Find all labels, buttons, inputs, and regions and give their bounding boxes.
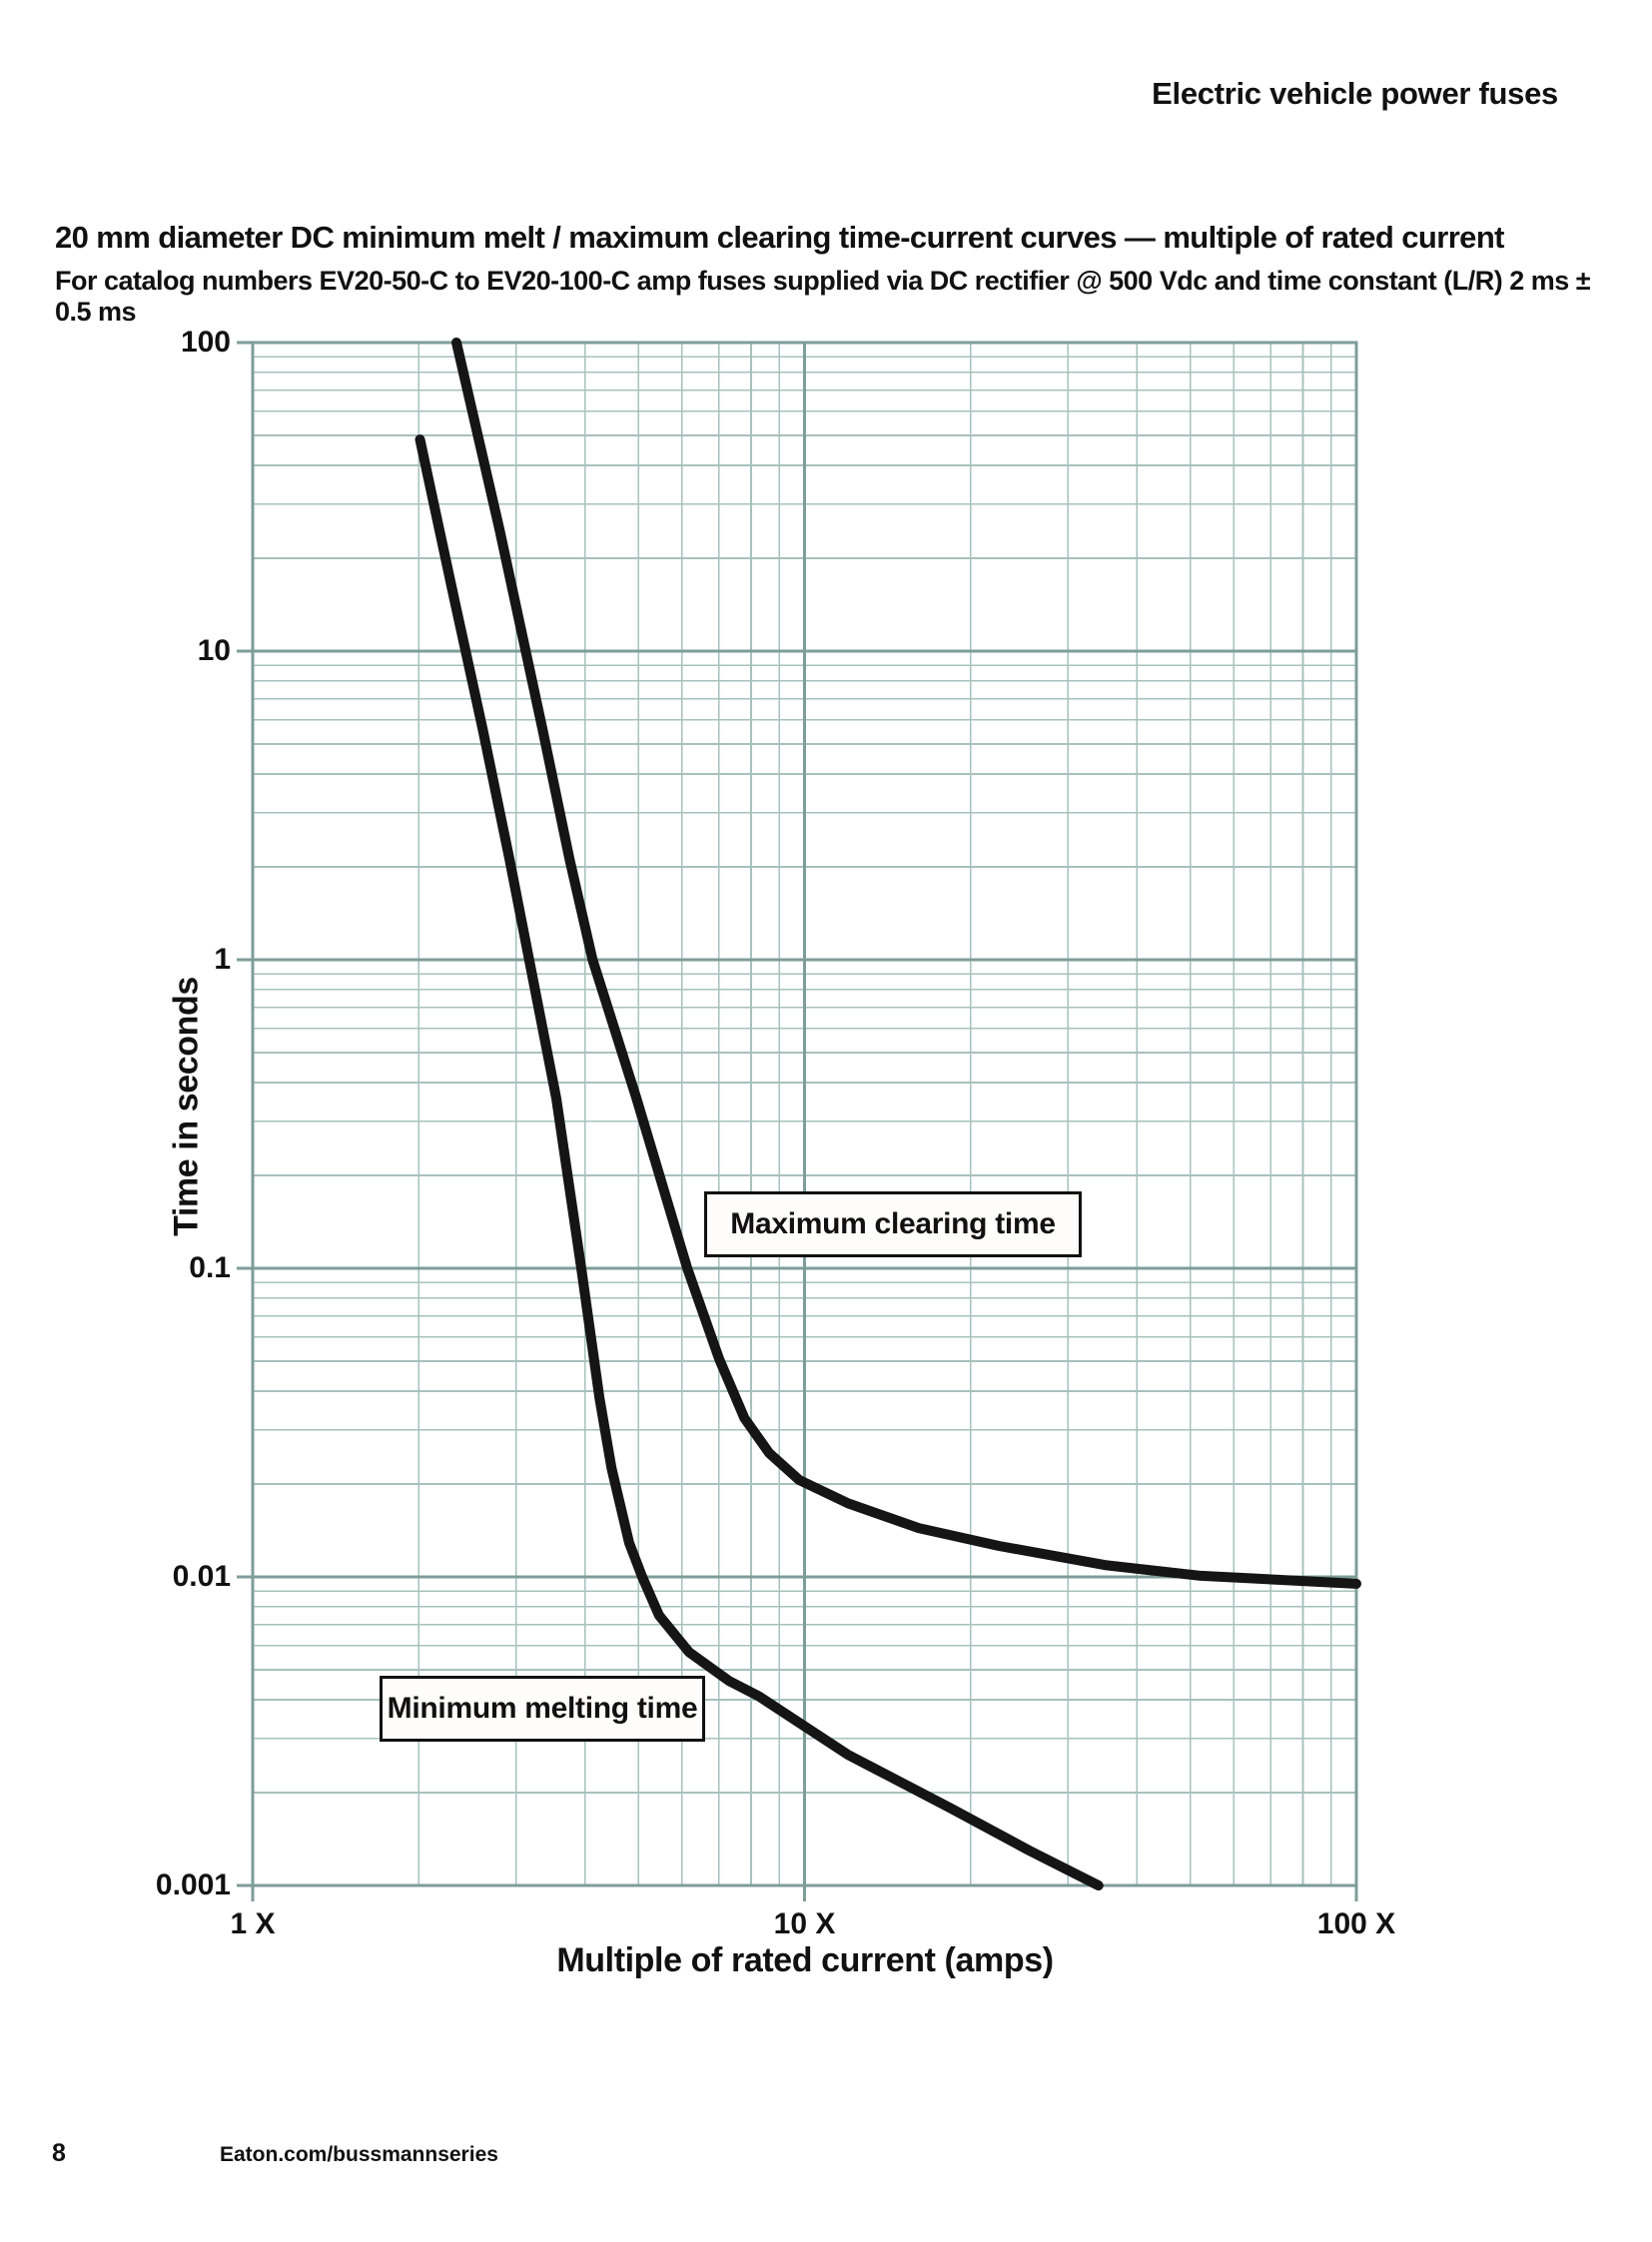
y-tick-label: 0.001 [155,1868,231,1901]
footer-website: Eaton.com/bussmannseries [220,2143,498,2166]
y-tick-label: 100 [180,326,231,359]
curve-minimum-melting-time [414,434,1104,1890]
y-tick-label: 0.1 [189,1251,231,1284]
chart-subtitle: For catalog numbers EV20-50-C to EV20-10… [55,266,1591,327]
x-tick-label: 1 X [230,1907,276,1940]
annotation-minimum-melting-time: Minimum melting time [380,1676,705,1742]
y-tick-label: 1 [214,943,231,976]
axis-tick-marks [237,341,1358,1901]
x-axis-title: Multiple of rated current (amps) [556,1941,1054,1979]
y-axis-title: Time in seconds [167,977,206,1236]
page-header: Electric vehicle power fuses [1152,76,1558,111]
x-tick-label: 10 X [773,1907,836,1940]
y-tick-label: 0.01 [172,1560,231,1593]
annotation-maximum-clearing-time: Maximum clearing time [704,1191,1082,1257]
page-number: 8 [52,2139,66,2167]
chart-title: 20 mm diameter DC minimum melt / maximum… [55,220,1504,255]
y-tick-label: 10 [197,634,231,667]
curve-maximum-clearing-time [451,338,1361,1589]
x-tick-label: 100 X [1316,1907,1396,1940]
